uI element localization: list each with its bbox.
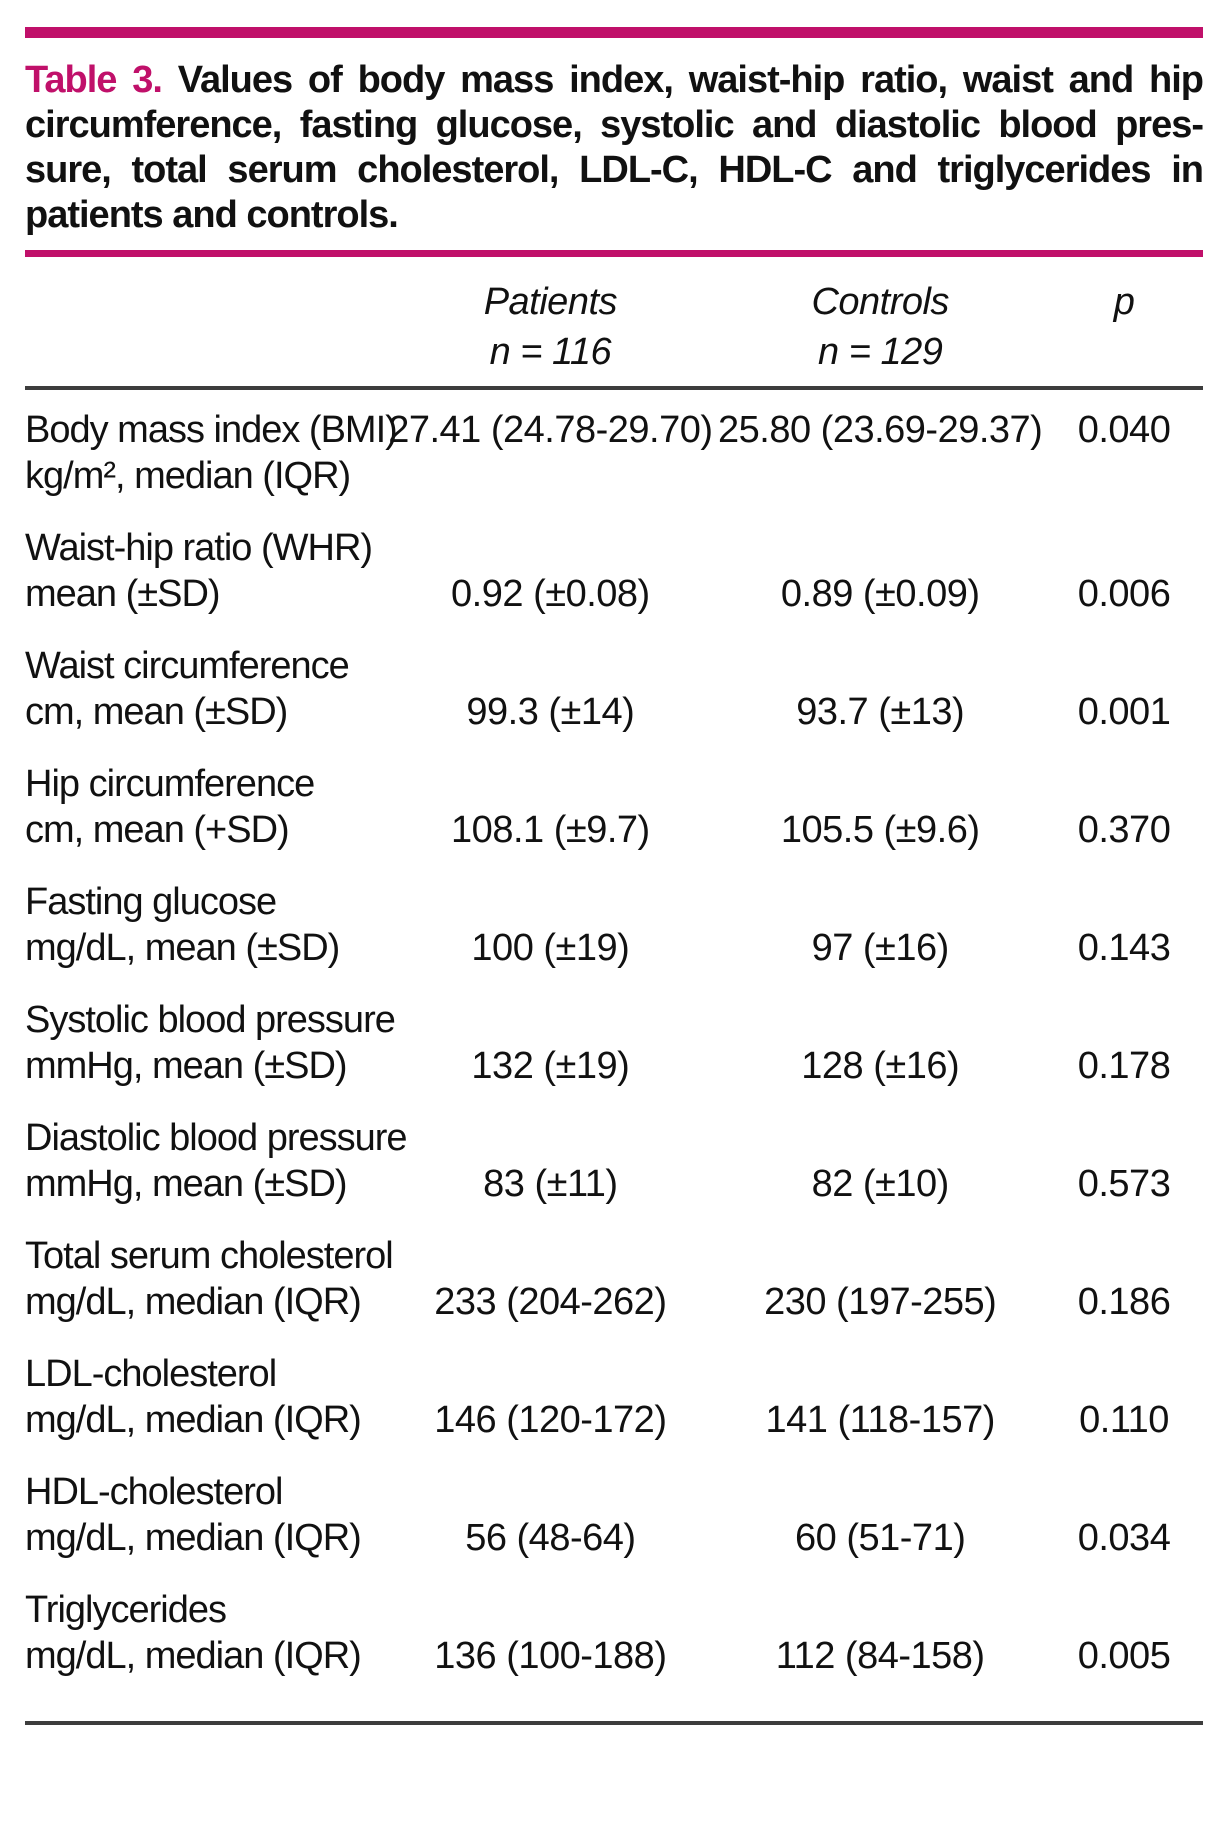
row-label-line1: Diastolic blood pressure [25,1117,408,1159]
row-label-line2: kg/m², median (IQR) [25,455,351,497]
row-label-line2: mmHg, mean (±SD) [25,1045,348,1087]
row-label-line2: mg/dL, median (IQR) [25,1281,362,1323]
p-value: 0.178 [1077,1045,1171,1087]
header-controls: Controls n = 129 [715,277,1045,377]
controls-column-n: n = 129 [818,331,943,373]
row-label: HDL-cholesterol mg/dL, median (IQR) [25,1469,385,1561]
table-figure: Table 3. Values of body mass index, wais… [0,27,1228,1725]
p-value: 0.006 [1077,573,1171,615]
patients-value: 99.3 (±14) [466,691,635,733]
patients-value: 146 (120-172) [434,1399,667,1441]
table-row: Systolic blood pressure mmHg, mean (±SD)… [25,997,1203,1089]
p-value: 0.573 [1077,1163,1171,1205]
controls-column-title: Controls [811,281,949,323]
table-row: LDL-cholesterol mg/dL, median (IQR) 146 … [25,1351,1203,1443]
patients-value: 83 (±11) [483,1163,618,1205]
controls-value: 141 (118-157) [765,1399,995,1441]
row-label-line1: Total serum cholesterol [25,1235,394,1277]
row-label: Diastolic blood pressure mmHg, mean (±SD… [25,1115,408,1207]
row-label-line1: Waist circumference [25,645,350,687]
controls-value: 128 (±16) [801,1045,960,1087]
row-label-line1: Waist-hip ratio (WHR) [25,527,373,569]
patients-value: 136 (100-188) [434,1635,667,1677]
controls-value: 93.7 (±13) [796,691,965,733]
p-value: 0.186 [1077,1281,1171,1323]
row-label-line2: mg/dL, mean (±SD) [25,927,340,969]
p-value: 0.110 [1079,1399,1169,1441]
row-label-line1: Systolic blood pressure [25,999,396,1041]
row-label-line1: Fasting glucose [25,881,277,923]
row-label-line2: mg/dL, median (IQR) [25,1635,362,1677]
patients-value: 0.92 (±0.08) [451,573,650,615]
p-value: 0.370 [1077,809,1171,851]
row-label-line2: mmHg, mean (±SD) [25,1163,348,1205]
caption-line-1: Table 3. Values of body mass index, wais… [25,58,1204,103]
p-column-title: p [1113,281,1135,323]
table-body: Body mass index (BMI) kg/m², median (IQR… [25,407,1203,1679]
patients-column-title: Patients [483,281,618,323]
row-label: Total serum cholesterol mg/dL, median (I… [25,1233,394,1325]
top-accent-rule [25,27,1203,38]
controls-value: 97 (±16) [811,927,950,969]
p-value: 0.040 [1077,409,1171,451]
p-value: 0.005 [1077,1635,1171,1677]
p-value: 0.001 [1077,691,1171,733]
row-label-line2: cm, mean (±SD) [25,691,288,733]
row-label: Hip circumference cm, mean (+SD) [25,761,385,853]
row-label-line1: HDL-cholesterol [25,1471,283,1513]
patients-value: 108.1 (±9.7) [451,809,650,851]
table-row: Waist-hip ratio (WHR) mean (±SD) 0.92 (±… [25,525,1203,617]
table-row: Total serum cholesterol mg/dL, median (I… [25,1233,1203,1325]
table-row: HDL-cholesterol mg/dL, median (IQR) 56 (… [25,1469,1203,1561]
row-label: Waist-hip ratio (WHR) mean (±SD) [25,525,385,617]
header-divider-rule [25,386,1203,390]
table-row: Hip circumference cm, mean (+SD) 108.1 (… [25,761,1203,853]
row-label: Triglycerides mg/dL, median (IQR) [25,1587,385,1679]
table-header: Patients n = 116 Controls n = 129 p [25,277,1203,377]
row-label: Fasting glucose mg/dL, mean (±SD) [25,879,385,971]
patients-value: 56 (48-64) [465,1517,636,1559]
row-label-line2: cm, mean (+SD) [25,809,290,851]
controls-value: 230 (197-255) [764,1281,997,1323]
controls-value: 60 (51-71) [795,1517,966,1559]
caption-line-2: circumference, fasting glucose, systolic… [25,104,1204,146]
patients-value: 100 (±19) [471,927,630,969]
row-label: Systolic blood pressure mmHg, mean (±SD) [25,997,396,1089]
row-label: LDL-cholesterol mg/dL, median (IQR) [25,1351,385,1443]
header-patients: Patients n = 116 [385,277,715,377]
patients-column-n: n = 116 [489,331,612,373]
row-label: Body mass index (BMI) kg/m², median (IQR… [25,407,398,499]
p-value: 0.143 [1077,927,1171,969]
row-label-line1: Triglycerides [25,1589,227,1631]
caption-line-3: sure, total serum cholesterol, LDL-C, HD… [25,149,1204,191]
row-label-line1: Hip circumference [25,763,315,805]
table-row: Diastolic blood pressure mmHg, mean (±SD… [25,1115,1203,1207]
row-label-line1: LDL-cholesterol [25,1353,277,1395]
caption-line-4: patients and controls. [25,194,399,236]
controls-value: 105.5 (±9.6) [780,809,980,851]
row-label-line2: mg/dL, median (IQR) [25,1517,362,1559]
table-row: Body mass index (BMI) kg/m², median (IQR… [25,407,1203,499]
bottom-rule [25,1721,1203,1725]
header-p: p [1045,277,1203,327]
row-label-line1: Body mass index (BMI) [25,409,398,451]
caption-text-1: Values of body mass index, waist-hip rat… [177,59,1204,101]
patients-value: 27.41 (24.78-29.70) [388,409,713,451]
table-number-label: Table 3. [25,59,163,101]
controls-value: 82 (±10) [811,1163,950,1205]
table-caption: Table 3. Values of body mass index, wais… [25,58,1204,238]
patients-value: 132 (±19) [471,1045,630,1087]
patients-value: 233 (204-262) [434,1281,667,1323]
table-row: Waist circumference cm, mean (±SD) 99.3 … [25,643,1203,735]
table-row: Fasting glucose mg/dL, mean (±SD) 100 (±… [25,879,1203,971]
controls-value: 25.80 (23.69-29.37) [718,409,1043,451]
p-value: 0.034 [1077,1517,1171,1559]
caption-accent-rule [25,250,1203,257]
row-label-line2: mg/dL, median (IQR) [25,1399,362,1441]
row-label-line2: mean (±SD) [25,573,221,615]
controls-value: 0.89 (±0.09) [780,573,980,615]
controls-value: 112 (84-158) [775,1635,985,1677]
table-row: Triglycerides mg/dL, median (IQR) 136 (1… [25,1587,1203,1679]
row-label: Waist circumference cm, mean (±SD) [25,643,385,735]
